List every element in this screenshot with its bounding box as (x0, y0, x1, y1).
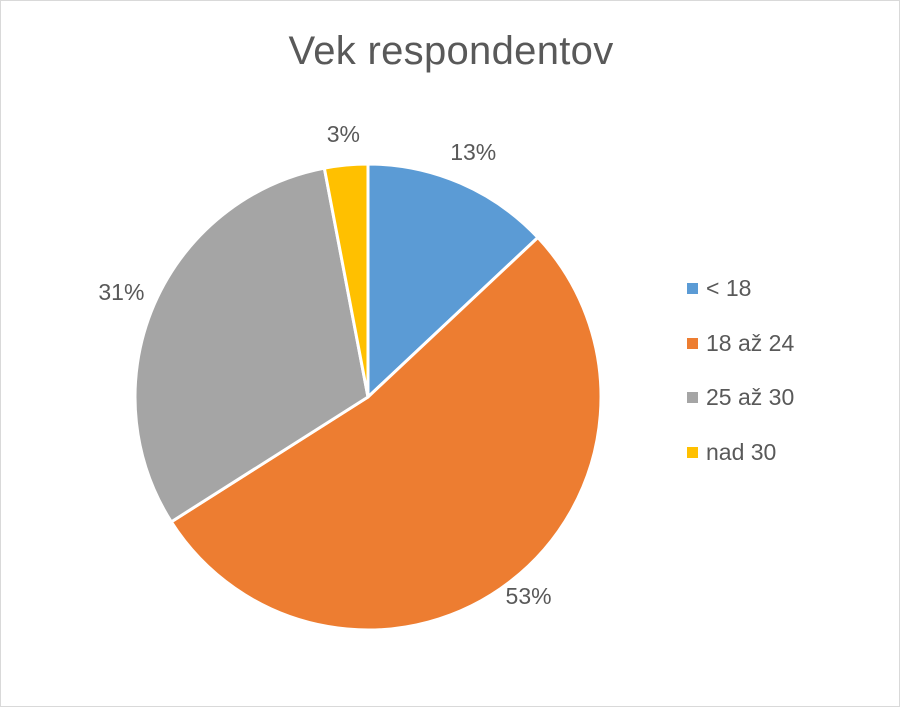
data-label-2: 53% (506, 583, 552, 609)
legend-item-4: nad 30 (687, 437, 794, 492)
chart-title: Vek respondentov (288, 29, 614, 73)
legend-swatch-1 (687, 283, 698, 294)
legend-swatch-4 (687, 446, 698, 458)
legend-label-3: 25 až 30 (706, 384, 795, 410)
pie-data-labels: 13% 53% 31% 3% (98, 121, 551, 609)
legend-swatch-3 (687, 392, 698, 403)
pie-slices (133, 162, 603, 632)
pie-slice-1 (366, 162, 540, 399)
legend-item-1: < 18 (687, 273, 794, 328)
pie-slice-3 (133, 166, 370, 524)
legend-swatch-2 (687, 337, 698, 349)
chart-legend: < 18 18 až 24 25 až 30 nad 30 (687, 273, 794, 491)
data-label-1: 13% (450, 139, 496, 165)
legend-item-3: 25 až 30 (687, 382, 794, 437)
data-label-4: 3% (327, 121, 360, 147)
legend-item-2: 18 až 24 (687, 328, 794, 383)
pie-slice-2 (169, 236, 603, 632)
data-label-3: 31% (98, 279, 144, 305)
legend-label-4: nad 30 (706, 438, 777, 465)
legend-label-2: 18 až 24 (706, 329, 795, 356)
pie-slice-4 (322, 162, 370, 399)
legend-label-1: < 18 (706, 275, 752, 301)
